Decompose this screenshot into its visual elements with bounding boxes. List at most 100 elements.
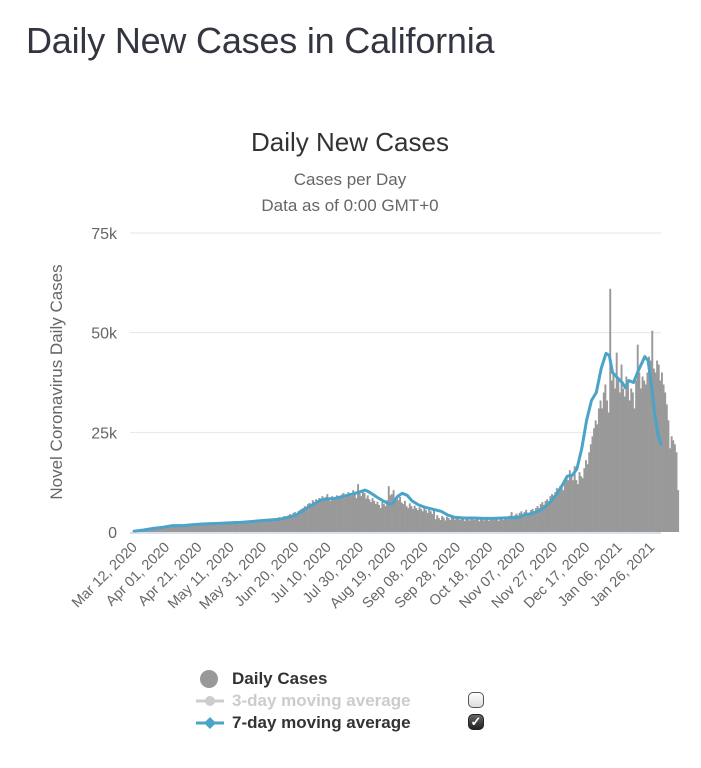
daily-case-bar: [551, 494, 553, 532]
daily-case-bar: [525, 509, 528, 532]
daily-case-bar: [400, 502, 403, 532]
daily-case-bar: [471, 518, 474, 532]
daily-case-bar: [155, 527, 157, 532]
daily-case-bar: [268, 519, 271, 532]
daily-case-bar: [182, 525, 185, 532]
toggle-7day-checkbox[interactable]: ✓: [468, 714, 484, 730]
daily-case-bar: [256, 520, 259, 532]
daily-case-bar: [184, 526, 187, 532]
daily-case-bar: [308, 502, 311, 532]
daily-case-bar: [248, 521, 251, 532]
daily-case-bar: [412, 508, 414, 532]
y-axis-ticks: 0 25k 50k 75k: [91, 226, 118, 542]
gridlines: [130, 232, 661, 433]
daily-case-bar: [381, 502, 384, 532]
daily-case-bar: [441, 516, 444, 532]
daily-case-bar: [408, 503, 411, 532]
legend-item-7day-average[interactable]: 7-day moving average ✓: [196, 712, 516, 734]
daily-case-bar: [302, 508, 305, 532]
daily-case-bar: [171, 525, 174, 532]
daily-case-bar: [239, 521, 241, 532]
daily-case-bar: [336, 495, 338, 532]
daily-case-bar: [567, 480, 570, 532]
daily-case-bar: [643, 380, 646, 532]
daily-case-bar: [399, 496, 402, 532]
daily-case-bar: [602, 392, 605, 532]
daily-case-bar: [405, 506, 408, 532]
daily-case-bar: [597, 408, 600, 532]
daily-case-bar: [502, 520, 505, 532]
daily-case-bar: [295, 513, 298, 532]
legend-label: 7-day moving average: [232, 713, 411, 732]
daily-case-bar: [195, 524, 198, 532]
daily-case-bar: [163, 526, 166, 532]
daily-case-bar: [371, 498, 374, 532]
y-tick-label: 25k: [91, 425, 118, 442]
daily-case-bar: [382, 504, 385, 532]
daily-case-bar: [433, 510, 435, 532]
daily-case-bar: [564, 480, 566, 532]
daily-case-bar: [617, 380, 620, 532]
daily-case-bar: [599, 400, 602, 532]
daily-case-bar: [394, 498, 397, 532]
daily-case-bar: [334, 498, 337, 532]
daily-case-bar: [494, 517, 497, 532]
daily-case-bar: [252, 521, 254, 532]
daily-case-bar: [568, 470, 571, 532]
daily-case-bar: [581, 478, 584, 532]
daily-case-bar: [180, 525, 183, 532]
daily-case-bar: [509, 515, 511, 532]
daily-case-bar: [298, 510, 301, 532]
daily-case-bar: [560, 484, 563, 532]
daily-case-bar: [601, 408, 604, 532]
daily-case-bar: [303, 506, 306, 532]
legend-item-daily-cases[interactable]: Daily Cases: [196, 668, 516, 690]
daily-case-bar: [213, 523, 216, 532]
daily-case-bar: [340, 494, 343, 532]
daily-case-bar: [542, 504, 545, 532]
daily-case-bar: [458, 520, 461, 532]
daily-cases-chart: Daily New Cases Cases per Day Data as of…: [47, 127, 680, 613]
daily-cases-bars: [134, 288, 680, 532]
daily-case-bar: [428, 509, 431, 532]
daily-case-bar: [462, 518, 465, 532]
daily-case-bar: [300, 508, 303, 532]
daily-case-bar: [620, 364, 623, 532]
daily-case-bar: [219, 522, 222, 532]
daily-case-bar: [447, 518, 450, 532]
daily-case-bar: [282, 516, 285, 532]
daily-case-bar: [533, 511, 536, 532]
daily-case-bar: [562, 490, 565, 532]
daily-case-bar: [434, 519, 437, 532]
daily-case-bar: [323, 499, 326, 532]
legend-item-3day-average[interactable]: 3-day moving average: [196, 690, 516, 712]
daily-case-bar: [656, 360, 659, 532]
daily-case-bar: [518, 512, 521, 532]
daily-case-bar: [318, 498, 321, 532]
daily-case-bar: [198, 524, 201, 532]
daily-case-bar: [609, 288, 612, 532]
daily-case-bar: [250, 520, 253, 532]
daily-case-bar: [517, 515, 520, 532]
daily-case-bar: [552, 498, 555, 532]
daily-case-bar: [277, 517, 280, 532]
daily-case-bar: [337, 496, 340, 532]
daily-case-bar: [570, 474, 573, 532]
daily-case-bar: [659, 380, 662, 532]
daily-case-bar: [188, 526, 191, 532]
daily-case-bar: [627, 384, 629, 532]
daily-case-bar: [245, 522, 248, 532]
daily-case-bar: [326, 494, 329, 532]
daily-case-bar: [209, 523, 212, 532]
toggle-3day-checkbox[interactable]: [468, 692, 484, 708]
daily-case-bar: [504, 516, 507, 532]
daily-case-bar: [221, 523, 224, 532]
daily-case-bar: [374, 504, 377, 532]
daily-case-bar: [331, 496, 334, 532]
daily-case-bar: [675, 452, 678, 532]
daily-case-bar: [638, 372, 641, 532]
daily-case-bar: [284, 516, 287, 532]
daily-case-bar: [402, 504, 405, 532]
daily-case-bar: [206, 524, 209, 532]
daily-case-bar: [276, 518, 279, 532]
